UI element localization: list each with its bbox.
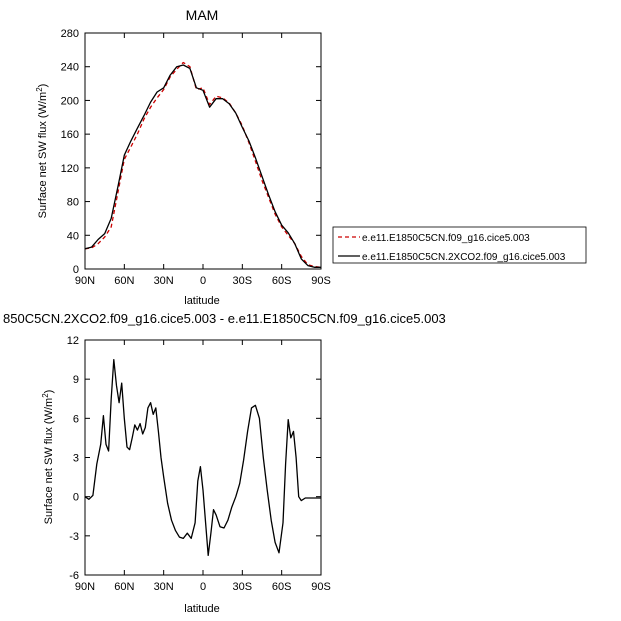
top-chart-title: MAM: [186, 7, 219, 23]
bottom-chart-series-line-0: [84, 358, 321, 557]
top-chart-ytick-label: 80: [67, 197, 79, 209]
top-chart-ytick-label: 40: [67, 230, 79, 242]
bottom-chart: 850C5CN.2XCO2.f09_g16.cice5.003 - e.e11.…: [3, 311, 446, 615]
top-chart-ytick-label: 160: [61, 129, 79, 141]
top-chart-ytick-label: 120: [61, 163, 79, 175]
bottom-chart-ytick-label: -3: [69, 531, 79, 543]
bottom-chart-xlabel: latitude: [184, 603, 219, 615]
top-chart-xtick-label: 30S: [233, 275, 253, 287]
bottom-chart-xtick-label: 90N: [75, 581, 95, 593]
bottom-chart-ytick-label: 0: [73, 492, 79, 504]
legend-label-control: e.e11.E1850C5CN.f09_g16.cice5.003: [362, 233, 530, 244]
bottom-chart-title: 850C5CN.2XCO2.f09_g16.cice5.003 - e.e11.…: [3, 311, 446, 326]
top-chart: MAM 0 40 80 120 160 200 240 280 90N 60N 30N 0 30S 60…: [35, 7, 587, 307]
top-chart-xlabel: latitude: [184, 295, 219, 307]
bottom-chart-xtick-label: 90S: [311, 581, 331, 593]
bottom-chart-xtick-label: 60S: [272, 581, 292, 593]
legend-label-2xco2: e.e11.E1850C5CN.2XCO2.f09_g16.cice5.003: [362, 252, 566, 263]
top-chart-ylabel: Surface net SW flux (W/m2): [35, 84, 49, 219]
bottom-chart-ytick-label: 3: [73, 453, 79, 465]
bottom-chart-ytick-label: 6: [73, 413, 79, 425]
top-chart-xtick-label: 30N: [154, 275, 174, 287]
legend: e.e11.E1850C5CN.f09_g16.cice5.003 e.e11.…: [332, 226, 587, 264]
legend-box: [332, 226, 587, 264]
top-chart-xtick-label: 0: [200, 275, 206, 287]
top-chart-xtick-label: 60N: [114, 275, 134, 287]
bottom-chart-xtick-label: 30N: [154, 581, 174, 593]
bottom-chart-ylabel: Surface net SW flux (W/m2): [41, 390, 55, 525]
top-chart-ytick-label: 240: [61, 62, 79, 74]
top-chart-ytick-label: 0: [73, 264, 79, 276]
bottom-chart-xtick-label: 60N: [114, 581, 134, 593]
top-chart-frame: [84, 32, 322, 270]
top-chart-xtick-label: 90S: [311, 275, 331, 287]
bottom-chart-xtick-label: 30S: [233, 581, 253, 593]
top-chart-ytick-label: 280: [61, 28, 79, 40]
top-chart-xtick-label: 90N: [75, 275, 95, 287]
bottom-chart-xtick-label: 0: [200, 581, 206, 593]
bottom-chart-ytick-label: 9: [73, 374, 79, 386]
bottom-chart-ytick-label: -6: [69, 570, 79, 582]
top-chart-ytick-label: 200: [61, 95, 79, 107]
top-chart-xtick-label: 60S: [272, 275, 292, 287]
top-chart-series-line-0: [84, 61, 322, 268]
top-chart-series-line-1: [84, 64, 321, 268]
bottom-chart-ytick-label: 12: [67, 335, 79, 347]
